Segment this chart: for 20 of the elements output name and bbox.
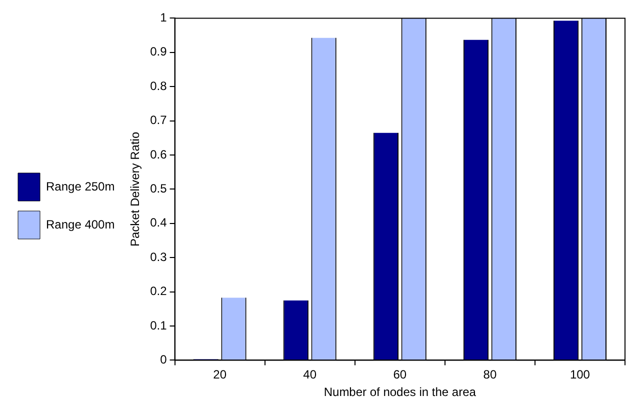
x-axis-title: Number of nodes in the area: [324, 385, 476, 400]
y-tick-label: 1: [160, 10, 168, 25]
legend-label: Range 400m: [46, 217, 115, 232]
y-tick-label: 0.8: [150, 78, 168, 93]
x-tick-label: 40: [303, 368, 317, 382]
x-tick-label: 100: [570, 368, 590, 382]
y-tick-label: 0.1: [150, 318, 168, 332]
y-tick-label: 0.3: [150, 250, 168, 264]
x-tick-label: 20: [213, 368, 227, 382]
y-tick-label: 0.9: [150, 44, 168, 59]
legend-label: Range 250m: [46, 179, 115, 194]
x-tick-label: 80: [483, 368, 497, 382]
y-axis-title: Packet Delivery Ratio: [128, 132, 142, 247]
y-tick-label: 0.7: [150, 113, 168, 128]
y-tick-label: 0.2: [150, 284, 168, 298]
y-tick-label: 0.6: [150, 147, 168, 162]
y-tick-label: 0: [160, 352, 168, 367]
y-tick-label: 0.4: [150, 216, 168, 230]
x-tick-label: 60: [393, 368, 407, 382]
y-tick-label: 0.5: [150, 182, 168, 196]
